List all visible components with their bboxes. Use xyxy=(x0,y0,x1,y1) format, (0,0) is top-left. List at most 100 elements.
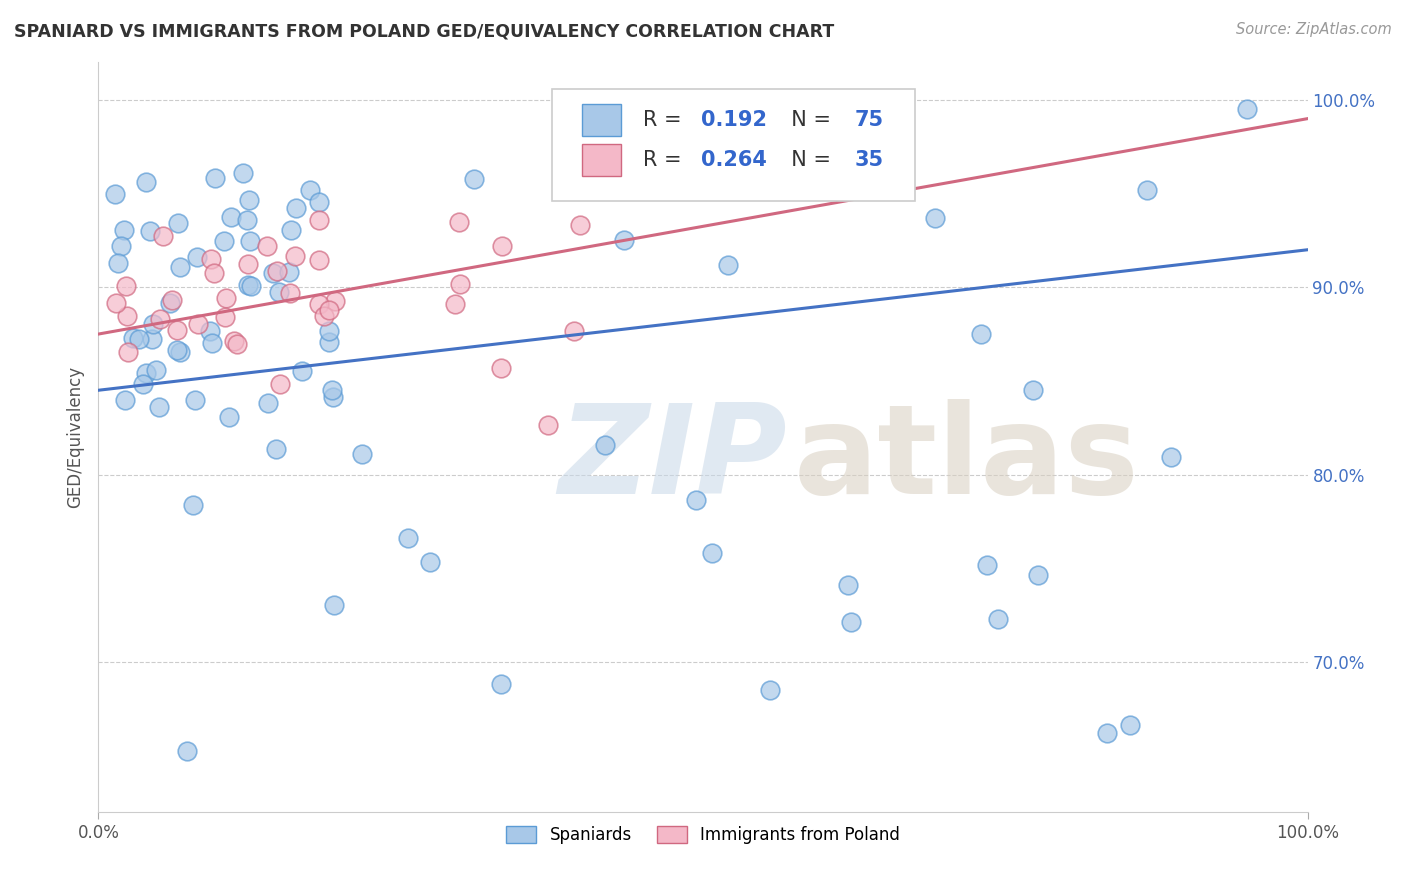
Point xyxy=(114,278,136,293)
Point xyxy=(225,337,247,351)
Point xyxy=(323,598,346,612)
Point xyxy=(218,409,240,424)
Point xyxy=(291,363,314,377)
Text: N =: N = xyxy=(778,150,838,169)
Point xyxy=(240,279,263,293)
Text: SPANIARD VS IMMIGRANTS FROM POLAND GED/EQUIVALENCY CORRELATION CHART: SPANIARD VS IMMIGRANTS FROM POLAND GED/E… xyxy=(14,22,834,40)
Point xyxy=(285,201,308,215)
Point xyxy=(444,297,467,311)
Point xyxy=(105,295,128,310)
Bar xyxy=(582,145,621,176)
Point xyxy=(181,498,204,512)
Point xyxy=(1236,102,1258,116)
FancyBboxPatch shape xyxy=(551,88,915,201)
Point xyxy=(176,744,198,758)
Point xyxy=(266,442,288,457)
Point xyxy=(107,256,129,270)
Point xyxy=(160,293,183,307)
Point xyxy=(322,390,344,404)
Text: R =: R = xyxy=(643,110,688,130)
Point xyxy=(569,218,592,232)
Point xyxy=(214,291,236,305)
Text: atlas: atlas xyxy=(793,399,1139,520)
Point xyxy=(131,377,153,392)
Point xyxy=(1119,717,1142,731)
Bar xyxy=(582,104,621,136)
Point xyxy=(214,310,236,324)
Point xyxy=(702,546,724,560)
Point xyxy=(256,239,278,253)
Text: 35: 35 xyxy=(855,150,883,169)
Point xyxy=(159,296,181,310)
Point xyxy=(1022,383,1045,397)
Point xyxy=(115,309,138,323)
Point xyxy=(463,171,485,186)
Point xyxy=(236,278,259,293)
Point xyxy=(142,317,165,331)
Point xyxy=(201,335,224,350)
Text: 0.264: 0.264 xyxy=(700,150,766,169)
Point xyxy=(232,166,254,180)
Point xyxy=(202,266,225,280)
Point xyxy=(970,327,993,342)
Point xyxy=(841,615,863,630)
Point xyxy=(323,294,346,309)
Point xyxy=(187,318,209,332)
Point xyxy=(214,234,236,248)
Point xyxy=(278,286,301,301)
Point xyxy=(141,332,163,346)
Point xyxy=(262,266,284,280)
Point xyxy=(419,555,441,569)
Point xyxy=(266,264,288,278)
Point xyxy=(1135,183,1157,197)
Point xyxy=(1026,568,1049,582)
Point xyxy=(238,194,260,208)
Legend: Spaniards, Immigrants from Poland: Spaniards, Immigrants from Poland xyxy=(498,817,908,852)
Point xyxy=(256,396,278,410)
Point xyxy=(122,331,145,345)
Point xyxy=(284,249,307,263)
Text: ZIP: ZIP xyxy=(558,399,786,520)
Point xyxy=(318,335,340,350)
Point xyxy=(117,344,139,359)
Point xyxy=(976,558,998,572)
Point xyxy=(318,302,340,317)
Point xyxy=(169,345,191,359)
Point xyxy=(238,257,260,271)
Point xyxy=(613,233,636,247)
Point xyxy=(148,311,170,326)
Point xyxy=(204,171,226,186)
Point xyxy=(308,253,330,268)
Point xyxy=(104,186,127,201)
Point xyxy=(145,363,167,377)
Point xyxy=(987,612,1010,626)
Y-axis label: GED/Equivalency: GED/Equivalency xyxy=(66,366,84,508)
Text: Source: ZipAtlas.com: Source: ZipAtlas.com xyxy=(1236,22,1392,37)
Point xyxy=(308,195,330,210)
Point xyxy=(278,264,301,278)
Point xyxy=(924,211,946,226)
Point xyxy=(308,213,330,227)
Point xyxy=(200,252,222,266)
Point xyxy=(321,383,343,397)
Point xyxy=(138,223,160,237)
Point xyxy=(837,578,859,592)
Point xyxy=(169,260,191,274)
Point xyxy=(135,367,157,381)
Point xyxy=(183,393,205,408)
Point xyxy=(219,210,242,224)
Point xyxy=(267,285,290,299)
Point xyxy=(685,492,707,507)
Point xyxy=(235,212,257,227)
Point xyxy=(128,332,150,346)
Point xyxy=(537,418,560,433)
Point xyxy=(148,401,170,415)
Text: 0.192: 0.192 xyxy=(700,110,766,130)
Point xyxy=(166,323,188,337)
Point xyxy=(758,682,780,697)
Point xyxy=(595,437,617,451)
Point xyxy=(110,239,132,253)
Point xyxy=(308,296,330,310)
Point xyxy=(298,183,321,197)
Text: R =: R = xyxy=(643,150,688,169)
